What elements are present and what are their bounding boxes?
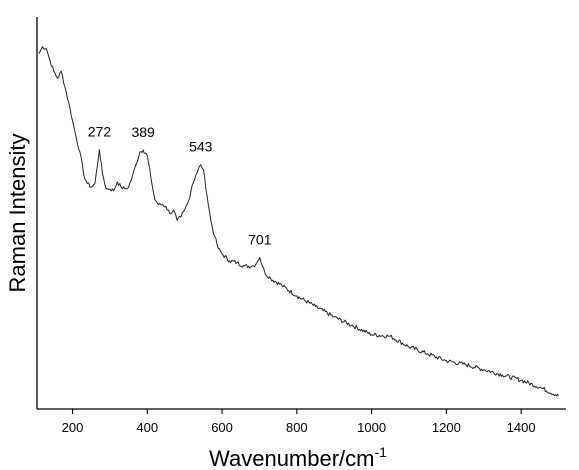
spectrum-line-0 <box>38 46 559 397</box>
x-ticks: 200 400 600 800 1000 1200 1400 <box>62 409 536 435</box>
x-axis-title-superscript: -1 <box>375 444 388 460</box>
y-axis-title: Raman Intensity <box>5 134 30 293</box>
x-axis-title-base: Wavenumber/cm <box>209 446 374 470</box>
peak-label-389: 389 <box>131 124 155 140</box>
peak-label-543: 543 <box>189 139 213 155</box>
peak-labels: 272 389 543 701 <box>88 124 272 248</box>
x-tick-label-200: 200 <box>62 420 84 435</box>
series-layer <box>38 46 559 397</box>
x-tick-label-600: 600 <box>211 420 233 435</box>
x-tick-label-1000: 1000 <box>357 420 386 435</box>
axes <box>36 17 566 410</box>
x-axis-title: Wavenumber/cm-1 <box>209 444 387 470</box>
peak-label-272: 272 <box>88 124 112 140</box>
x-tick-label-800: 800 <box>286 420 308 435</box>
peak-label-701: 701 <box>248 231 272 247</box>
x-tick-label-1200: 1200 <box>432 420 461 435</box>
x-tick-label-400: 400 <box>136 420 158 435</box>
x-tick-label-1400: 1400 <box>507 420 536 435</box>
